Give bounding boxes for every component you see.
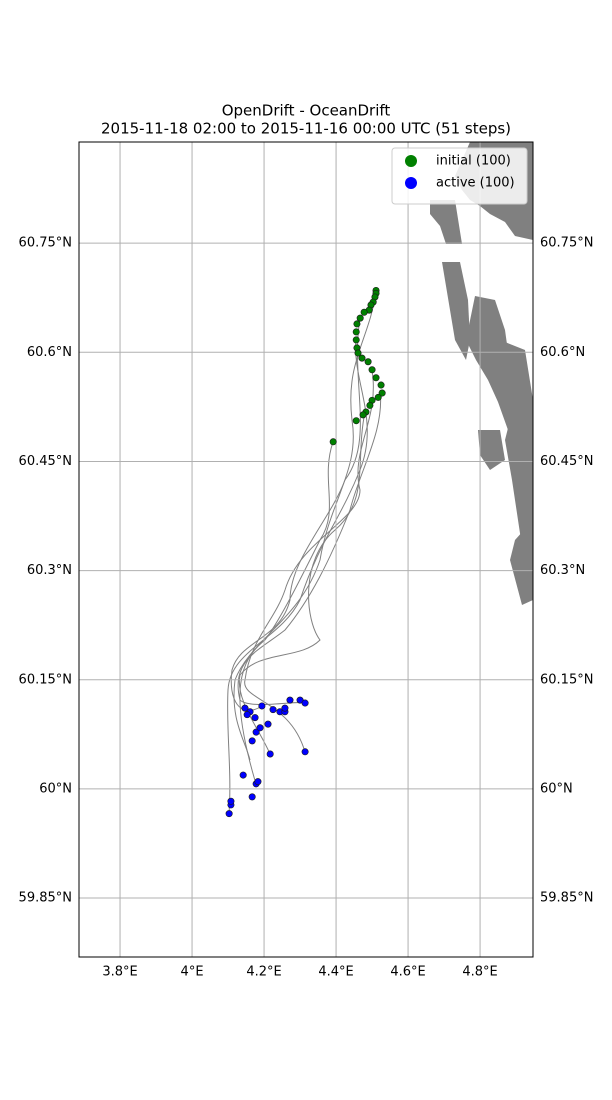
point — [243, 711, 251, 719]
x-tick-label: 4°E — [181, 965, 204, 980]
point — [269, 706, 277, 714]
y-tick-label: 60.3°N — [27, 563, 72, 578]
point — [359, 411, 367, 419]
point — [254, 778, 262, 786]
point — [360, 308, 368, 316]
point — [368, 366, 376, 374]
point — [252, 728, 260, 736]
y-tick-label-right: 60.3°N — [540, 563, 585, 578]
y-tick-label-right: 60.15°N — [540, 672, 593, 687]
point — [225, 810, 233, 818]
x-tick-label: 4.8°E — [462, 965, 497, 980]
point — [286, 696, 294, 704]
y-tick-label-right: 60.6°N — [540, 345, 585, 360]
x-tick-label: 4.4°E — [318, 965, 353, 980]
x-tick-label: 4.6°E — [390, 965, 425, 980]
chart-subtitle: 2015-11-18 02:00 to 2015-11-16 00:00 UTC… — [101, 120, 511, 138]
legend-marker — [405, 177, 417, 189]
land — [430, 142, 533, 605]
point — [352, 336, 360, 344]
trajectories — [227, 289, 382, 815]
legend-marker — [405, 155, 417, 167]
point — [358, 354, 366, 362]
y-tick-label-right: 60.45°N — [540, 454, 593, 469]
y-tick-label: 60.45°N — [19, 454, 72, 469]
point — [374, 393, 382, 401]
x-tick-label: 4.2°E — [246, 965, 281, 980]
point — [352, 417, 360, 425]
legend-label: active (100) — [436, 176, 515, 191]
point — [354, 349, 362, 357]
point — [364, 358, 372, 366]
point — [301, 748, 309, 756]
point — [251, 714, 259, 722]
point — [266, 750, 274, 758]
point — [329, 438, 337, 446]
y-tick-label: 60.75°N — [19, 236, 72, 251]
y-tick-label-right: 60°N — [540, 781, 573, 796]
point — [256, 724, 264, 732]
point — [356, 314, 364, 322]
point — [353, 320, 361, 328]
legend-label: initial (100) — [436, 154, 511, 169]
x-tick-label: 3.8°E — [102, 965, 137, 980]
point — [264, 720, 272, 728]
point — [227, 797, 235, 805]
y-tick-label-right: 59.85°N — [540, 891, 593, 906]
point — [366, 401, 374, 409]
chart-title: OpenDrift - OceanDrift — [222, 102, 391, 120]
y-tick-label-right: 60.75°N — [540, 236, 593, 251]
point — [301, 699, 309, 707]
legend-box — [391, 147, 528, 205]
point — [258, 702, 266, 710]
point — [378, 389, 386, 397]
y-tick-label: 60.15°N — [19, 672, 72, 687]
point — [281, 704, 289, 712]
point — [372, 374, 380, 382]
point — [248, 737, 256, 745]
point — [239, 771, 247, 779]
plot-frame — [78, 141, 534, 958]
y-tick-label: 60.6°N — [27, 345, 72, 360]
point — [241, 704, 249, 712]
point — [248, 793, 256, 801]
point — [377, 381, 385, 389]
y-tick-label: 59.85°N — [19, 891, 72, 906]
y-tick-label: 60°N — [39, 781, 72, 796]
point — [352, 328, 360, 336]
